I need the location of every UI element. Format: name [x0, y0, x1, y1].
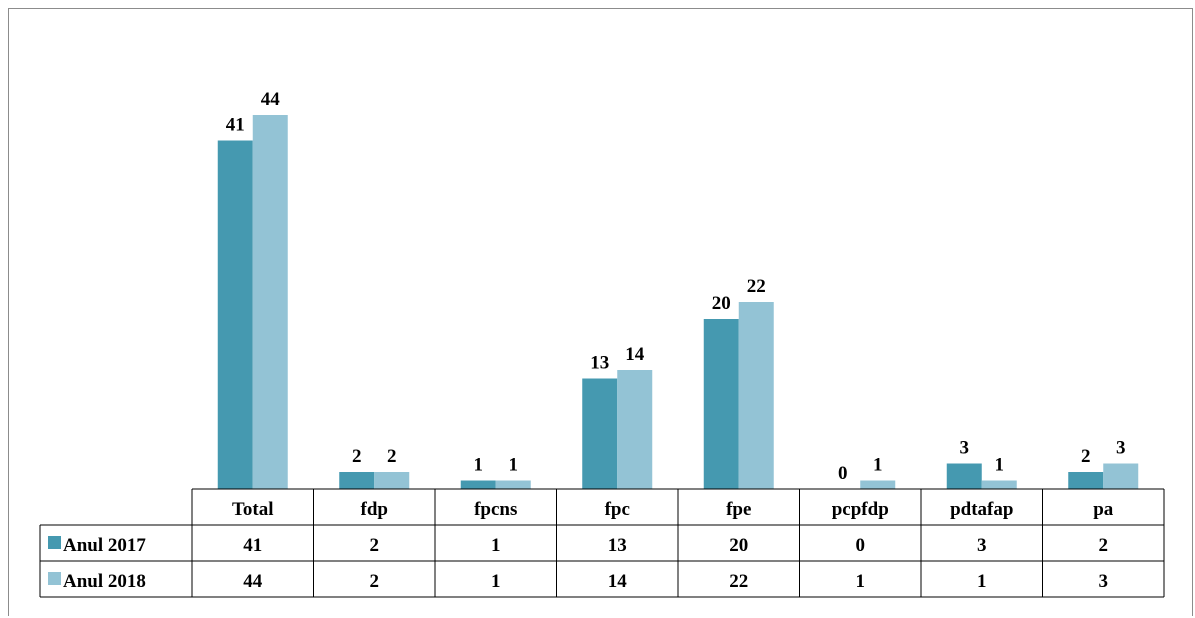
table-cell-anul-2018-fpe: 22 — [729, 571, 748, 592]
value-label-anul-2017-pcpfdp: 0 — [838, 463, 848, 484]
bar-anul-2017-fpcns — [460, 480, 496, 489]
bar-anul-2017-fpe — [703, 319, 739, 489]
table-cell-anul-2018-total: 44 — [243, 571, 263, 592]
chart-frame — [8, 8, 1193, 616]
bar-anul-2017-pdtafap — [946, 463, 982, 489]
category-label-fpe: fpe — [726, 499, 751, 520]
bar-anul-2017-fpc — [582, 378, 618, 489]
table-cell-anul-2017-fdp: 2 — [370, 535, 380, 556]
table-cell-anul-2017-fpe: 20 — [729, 535, 748, 556]
bar-anul-2018-pcpfdp — [860, 480, 896, 489]
value-label-anul-2018-pdtafap: 1 — [995, 455, 1005, 476]
table-cell-anul-2017-pcpfdp: 0 — [856, 535, 866, 556]
table-cell-anul-2017-pdtafap: 3 — [977, 535, 987, 556]
table-cell-anul-2017-pa: 2 — [1099, 535, 1109, 556]
legend-key-anul-2017 — [48, 536, 61, 549]
category-label-total: Total — [232, 499, 274, 520]
table-cell-anul-2018-fdp: 2 — [370, 571, 380, 592]
value-label-anul-2018-total: 44 — [261, 89, 281, 110]
category-label-pdtafap: pdtafap — [950, 499, 1013, 520]
table-cell-anul-2018-fpcns: 1 — [491, 571, 501, 592]
bar-anul-2017-pa — [1068, 472, 1104, 489]
value-label-anul-2018-fpcns: 1 — [509, 455, 519, 476]
value-label-anul-2017-fpc: 13 — [590, 353, 609, 374]
bar-anul-2018-fpcns — [495, 480, 531, 489]
value-label-anul-2017-total: 41 — [226, 115, 245, 136]
data-table: Total fdp fpcns fpc fpe pcpfdp pdtafap pa Anul 2… — [39, 488, 1165, 598]
bar-anul-2018-total — [252, 115, 288, 489]
legend-label-anul-2018: Anul 2018 — [63, 571, 146, 592]
bar-anul-2017-fdp — [339, 472, 375, 489]
value-label-anul-2017-fpcns: 1 — [474, 455, 484, 476]
category-label-fpcns: fpcns — [474, 499, 517, 520]
category-label-pcpfdp: pcpfdp — [832, 499, 889, 520]
bar-anul-2018-pa — [1103, 463, 1139, 489]
table-cell-anul-2017-fpcns: 1 — [491, 535, 501, 556]
category-label-fdp: fdp — [361, 499, 388, 520]
table-cell-anul-2017-fpc: 13 — [608, 535, 627, 556]
value-label-anul-2017-pdtafap: 3 — [960, 438, 970, 459]
table-cell-anul-2018-pcpfdp: 1 — [856, 571, 866, 592]
bar-anul-2018-fpc — [617, 370, 653, 489]
bars-layer — [217, 115, 1139, 489]
value-label-anul-2017-fpe: 20 — [712, 293, 731, 314]
legend-label-anul-2017: Anul 2017 — [63, 535, 146, 556]
table-cell-anul-2018-pdtafap: 1 — [977, 571, 987, 592]
bar-anul-2018-pdtafap — [981, 480, 1017, 489]
value-label-anul-2018-pcpfdp: 1 — [873, 455, 883, 476]
bar-anul-2017-total — [217, 140, 253, 489]
table-cell-anul-2017-total: 41 — [243, 535, 262, 556]
value-label-anul-2018-fpe: 22 — [747, 276, 766, 297]
legend-key-anul-2018 — [48, 572, 61, 585]
category-label-fpc: fpc — [605, 499, 630, 520]
value-label-anul-2017-fdp: 2 — [352, 446, 362, 467]
bar-anul-2018-fdp — [374, 472, 410, 489]
category-label-pa: pa — [1093, 499, 1114, 520]
bar-anul-2018-fpe — [738, 302, 774, 489]
value-label-anul-2018-pa: 3 — [1116, 438, 1126, 459]
value-label-anul-2018-fdp: 2 — [387, 446, 397, 467]
value-label-anul-2017-pa: 2 — [1081, 446, 1091, 467]
table-cell-anul-2018-fpc: 14 — [608, 571, 628, 592]
value-label-anul-2018-fpc: 14 — [625, 344, 645, 365]
table-cell-anul-2018-pa: 3 — [1099, 571, 1109, 592]
